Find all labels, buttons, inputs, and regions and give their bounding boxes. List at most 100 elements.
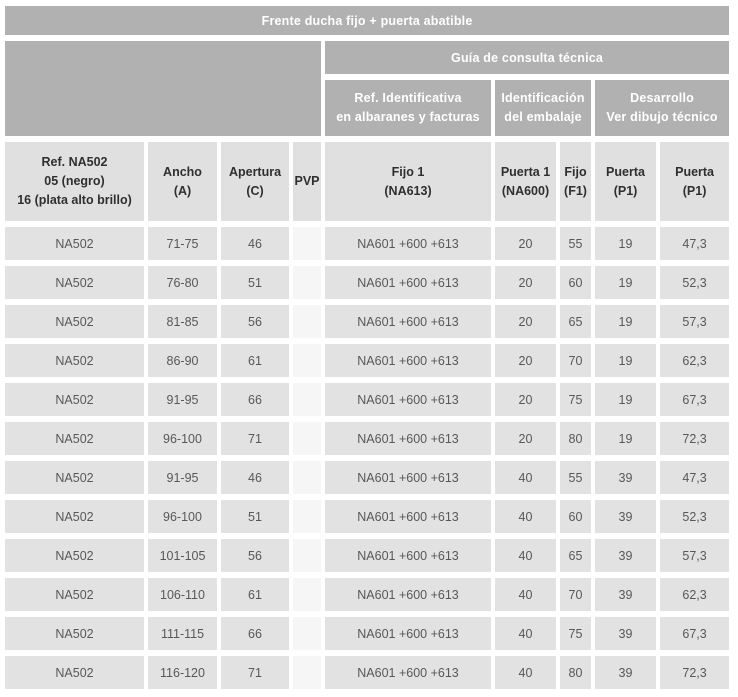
column-header-line: Puerta (675, 164, 715, 179)
column-header-puerta1: Puerta 1 (NA600) (495, 142, 556, 221)
cell-fijo-f1: 75 (560, 617, 591, 650)
cell-fijo-f1: 80 (560, 422, 591, 455)
cell-pvp (293, 578, 321, 611)
cell-puerta-p1-b: 47,3 (660, 461, 730, 494)
cell-pvp (293, 500, 321, 533)
cell-puerta-p1-a: 19 (595, 344, 656, 377)
cell-ref: NA502 (5, 656, 144, 689)
cell-puerta1: 20 (495, 422, 556, 455)
cell-fijo-f1: 65 (560, 305, 591, 338)
table-row: NA502 86-90 61 NA601 +600 +613 20 70 19 … (5, 344, 730, 377)
cell-pvp (293, 656, 321, 689)
cell-ancho: 96-100 (148, 500, 217, 533)
column-header-line: (NA600) (501, 183, 550, 198)
cell-pvp (293, 344, 321, 377)
table-title-bar: Frente ducha fijo + puerta abatible (5, 6, 730, 35)
column-header-line: PVP (294, 174, 320, 189)
cell-puerta-p1-b: 62,3 (660, 578, 730, 611)
cell-ancho: 91-95 (148, 383, 217, 416)
table-row: NA502 106-110 61 NA601 +600 +613 40 70 3… (5, 578, 730, 611)
table-row: NA502 91-95 66 NA601 +600 +613 20 75 19 … (5, 383, 730, 416)
cell-ref: NA502 (5, 617, 144, 650)
cell-fijo-f1: 60 (560, 266, 591, 299)
column-header-line: Puerta (606, 164, 645, 179)
cell-pvp (293, 422, 321, 455)
cell-puerta-p1-a: 39 (595, 461, 656, 494)
cell-fijo1: NA601 +600 +613 (325, 500, 491, 533)
cell-apertura: 61 (221, 344, 289, 377)
cell-puerta-p1-a: 39 (595, 656, 656, 689)
column-header-line: (P1) (613, 183, 638, 198)
column-header-line: Fijo (564, 164, 587, 179)
table-row: NA502 96-100 71 NA601 +600 +613 20 80 19… (5, 422, 730, 455)
cell-fijo1: NA601 +600 +613 (325, 266, 491, 299)
cell-fijo1: NA601 +600 +613 (325, 227, 491, 260)
cell-fijo1: NA601 +600 +613 (325, 578, 491, 611)
column-header-line: 05 (negro) (44, 174, 105, 189)
cell-ref: NA502 (5, 305, 144, 338)
cell-puerta-p1-b: 57,3 (660, 539, 730, 572)
table-body: NA502 71-75 46 NA601 +600 +613 20 55 19 … (5, 227, 730, 689)
table-row: NA502 96-100 51 NA601 +600 +613 40 60 39… (5, 500, 730, 533)
cell-pvp (293, 461, 321, 494)
cell-fijo1: NA601 +600 +613 (325, 344, 491, 377)
table-row: NA502 76-80 51 NA601 +600 +613 20 60 19 … (5, 266, 730, 299)
cell-fijo-f1: 55 (560, 227, 591, 260)
column-header-pvp: PVP (293, 142, 321, 221)
column-header-line: (F1) (564, 183, 587, 198)
cell-puerta-p1-b: 62,3 (660, 344, 730, 377)
column-header-fijo1: Fijo 1 (NA613) (325, 142, 491, 221)
cell-puerta1: 20 (495, 383, 556, 416)
column-header-line: Ref. NA502 (41, 155, 108, 170)
cell-puerta-p1-a: 39 (595, 578, 656, 611)
column-header-line: Fijo 1 (391, 164, 425, 179)
column-header-line: Puerta 1 (500, 164, 551, 179)
cell-ref: NA502 (5, 578, 144, 611)
cell-puerta-p1-a: 39 (595, 500, 656, 533)
column-header-line: (P1) (682, 183, 707, 198)
column-header-ref: Ref. NA502 05 (negro) 16 (plata alto bri… (5, 142, 144, 221)
cell-puerta1: 40 (495, 500, 556, 533)
cell-ancho: 76-80 (148, 266, 217, 299)
cell-apertura: 56 (221, 539, 289, 572)
cell-ref: NA502 (5, 227, 144, 260)
column-header-apertura: Apertura (C) (221, 142, 289, 221)
column-header-ancho: Ancho (A) (148, 142, 217, 221)
cell-pvp (293, 617, 321, 650)
column-header-puerta-p1-b: Puerta (P1) (660, 142, 730, 221)
section-identificacion-embalaje: Identificación del embalaje (495, 80, 591, 136)
cell-fijo-f1: 80 (560, 656, 591, 689)
cell-puerta1: 20 (495, 227, 556, 260)
column-header-line: (C) (246, 183, 264, 198)
table-row: NA502 101-105 56 NA601 +600 +613 40 65 3… (5, 539, 730, 572)
cell-fijo1: NA601 +600 +613 (325, 617, 491, 650)
cell-apertura: 66 (221, 617, 289, 650)
cell-fijo1: NA601 +600 +613 (325, 422, 491, 455)
cell-pvp (293, 305, 321, 338)
cell-apertura: 56 (221, 305, 289, 338)
cell-ancho: 81-85 (148, 305, 217, 338)
cell-apertura: 46 (221, 227, 289, 260)
cell-pvp (293, 227, 321, 260)
cell-apertura: 71 (221, 422, 289, 455)
cell-ancho: 111-115 (148, 617, 217, 650)
cell-apertura: 61 (221, 578, 289, 611)
column-header-line: 16 (plata alto brillo) (17, 192, 132, 207)
cell-puerta-p1-b: 67,3 (660, 617, 730, 650)
cell-fijo-f1: 70 (560, 578, 591, 611)
section-line: en albaranes y facturas (336, 110, 480, 124)
cell-puerta1: 40 (495, 617, 556, 650)
cell-fijo-f1: 65 (560, 539, 591, 572)
column-header-line: (NA613) (384, 183, 432, 198)
cell-fijo1: NA601 +600 +613 (325, 383, 491, 416)
column-header-puerta-p1-a: Puerta (P1) (595, 142, 656, 221)
cell-puerta-p1-b: 72,3 (660, 422, 730, 455)
cell-fijo1: NA601 +600 +613 (325, 305, 491, 338)
cell-apertura: 46 (221, 461, 289, 494)
cell-ref: NA502 (5, 266, 144, 299)
cell-puerta-p1-a: 19 (595, 383, 656, 416)
column-header-line: (A) (173, 183, 192, 198)
cell-fijo1: NA601 +600 +613 (325, 656, 491, 689)
cell-fijo-f1: 75 (560, 383, 591, 416)
cell-ancho: 71-75 (148, 227, 217, 260)
